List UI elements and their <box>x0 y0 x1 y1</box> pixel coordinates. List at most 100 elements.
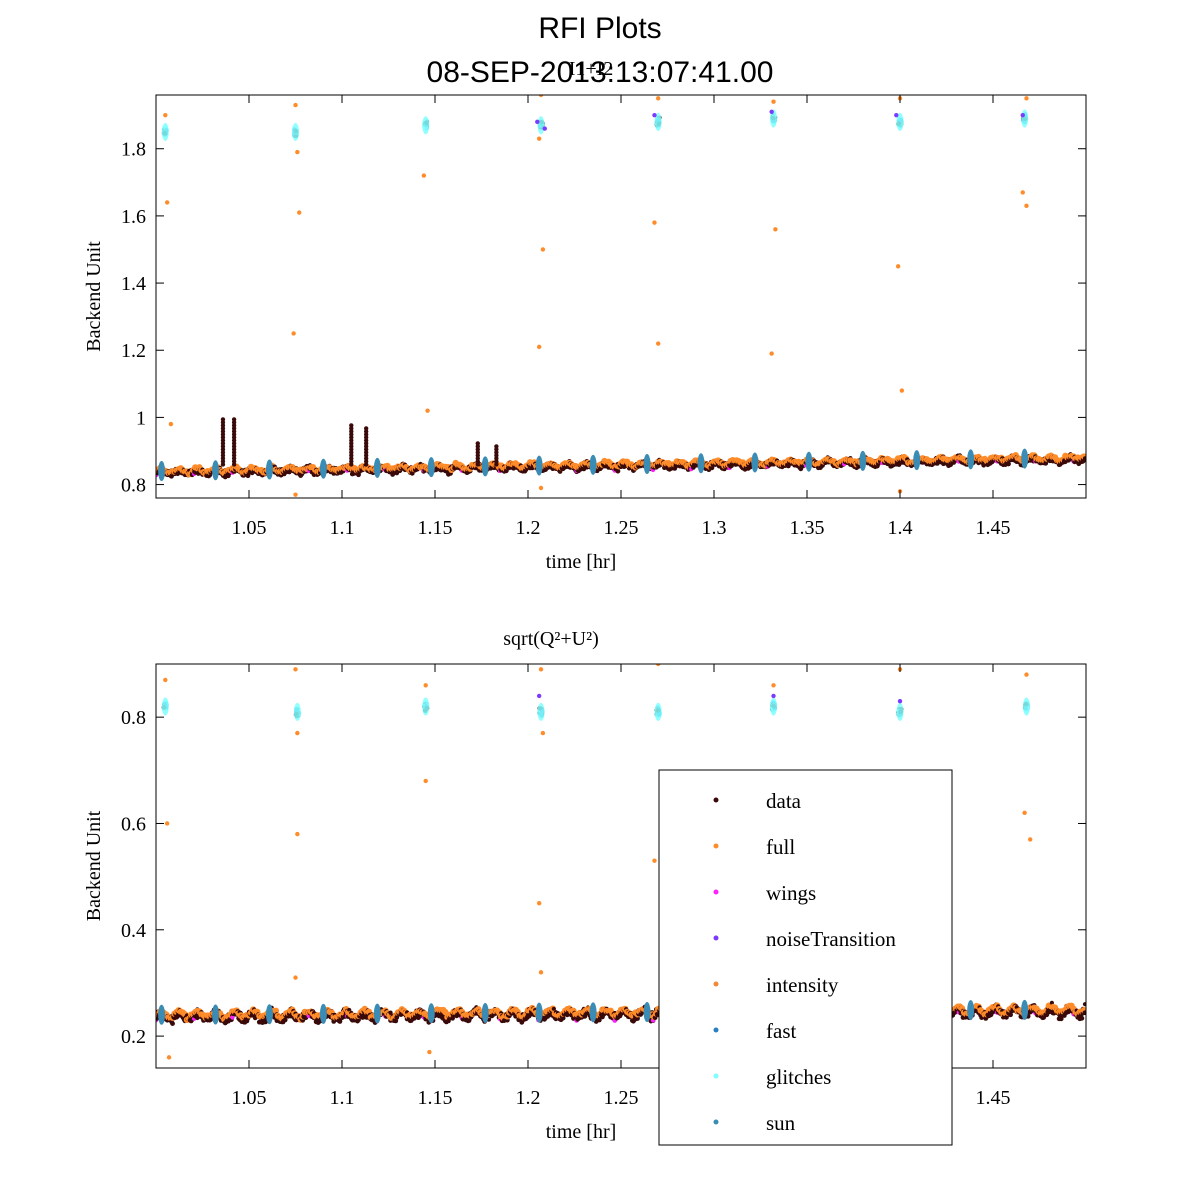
y-tick-label: 0.8 <box>121 475 146 497</box>
sun-point <box>158 461 166 482</box>
full-point <box>295 149 300 155</box>
sun-point <box>427 457 435 478</box>
full-point <box>1020 190 1025 195</box>
full-point <box>656 96 661 101</box>
sun-point <box>589 454 597 475</box>
full-point <box>652 220 657 225</box>
y-tick-label: 1.8 <box>121 139 146 161</box>
sun-point <box>319 458 327 479</box>
y-tick-label: 1.2 <box>121 340 146 362</box>
data-spike-point <box>363 426 369 431</box>
x-tick-label: 1.45 <box>976 517 1011 539</box>
full-point <box>895 264 901 269</box>
x-tick-label: 1.15 <box>418 517 453 539</box>
figure-subtitle: 08-SEP-2013:13:07:41.00 <box>426 56 774 89</box>
x-tick-label: 1.35 <box>790 517 825 539</box>
sun-point <box>373 457 381 478</box>
wings-point <box>230 1015 235 1020</box>
noiseTransition-point <box>1020 112 1025 118</box>
sun-point <box>481 456 489 477</box>
data-spike-point <box>349 423 354 428</box>
glitches-point <box>161 122 169 141</box>
sun-point <box>265 459 273 480</box>
y-axis-label: Backend Unit <box>83 241 105 352</box>
full-point <box>163 112 168 118</box>
scatter-points <box>156 95 1086 497</box>
y-tick-label: 1.4 <box>121 273 146 295</box>
data-point <box>1082 456 1086 461</box>
full-point <box>538 95 544 98</box>
full-point <box>1024 203 1029 209</box>
data-spike-point <box>475 441 480 446</box>
sun-point <box>805 451 813 472</box>
full-point <box>421 173 427 178</box>
full-point <box>540 247 546 252</box>
sun-point <box>913 450 921 471</box>
noiseTransition-point <box>769 109 774 114</box>
data-spike-point <box>220 417 226 422</box>
data-point <box>1049 1000 1054 1005</box>
noiseTransition-point <box>652 112 657 118</box>
sun-point <box>1021 448 1029 469</box>
full-point <box>538 485 544 491</box>
x-tick-label: 1.4 <box>888 517 913 539</box>
full-point <box>536 136 542 141</box>
panel-title: sqrt(Q²+U²) <box>503 628 598 650</box>
glitches-point <box>292 122 299 141</box>
data-point <box>170 1021 175 1026</box>
sun-point <box>751 452 759 473</box>
sun-point <box>535 455 543 476</box>
full-point <box>425 408 430 413</box>
glitches-point <box>1021 109 1029 128</box>
figure-title: RFI Plots <box>538 12 662 45</box>
full-point <box>1024 96 1029 101</box>
data-point <box>1006 461 1011 467</box>
noiseTransition-point <box>535 119 540 125</box>
panel-title: I1+I2 <box>569 58 614 80</box>
data-point <box>615 468 621 474</box>
data-point <box>551 1006 556 1011</box>
full-point <box>899 388 905 393</box>
y-tick-label: 1.6 <box>121 206 146 228</box>
full-point <box>656 341 661 346</box>
x-axis-label: time [hr] <box>546 551 617 573</box>
x-tick-label: 1.25 <box>604 517 639 539</box>
data-point <box>1008 1012 1013 1018</box>
full-point <box>769 351 774 356</box>
x-tick-label: 1.1 <box>330 517 355 539</box>
data-spike-point <box>494 444 499 449</box>
full-point <box>293 102 298 108</box>
sun-point <box>212 460 220 481</box>
noiseTransition-point <box>542 126 547 131</box>
glitches-point <box>770 109 778 128</box>
full-point <box>293 492 298 497</box>
data-point <box>282 1017 288 1023</box>
full-point <box>771 99 776 104</box>
data-point <box>337 1019 343 1024</box>
glitches-point <box>537 116 545 135</box>
y-tick-label: 1 <box>136 407 146 429</box>
full-point <box>164 200 170 205</box>
plot-frame <box>155 94 1087 499</box>
glitches-point <box>422 116 430 135</box>
full-point <box>297 210 302 215</box>
data-spike-point <box>231 417 237 422</box>
glitches-point <box>896 112 904 131</box>
full-point <box>168 421 174 427</box>
sun-point <box>859 450 867 471</box>
data-point <box>635 1016 640 1021</box>
x-tick-label: 1.3 <box>702 517 727 539</box>
x-tick-label: 1.05 <box>232 517 267 539</box>
sun-point <box>697 453 705 474</box>
sun-point <box>967 449 975 470</box>
noiseTransition-point <box>894 112 899 118</box>
x-tick-label: 1.2 <box>516 517 541 539</box>
full-point <box>536 344 542 350</box>
full-point <box>773 227 778 232</box>
data-point <box>560 1015 566 1021</box>
full-point <box>291 331 296 336</box>
panel-intensity: I1+I2 1.05 1.1 1.15 1.2 1.25 1.3 1.35 1.4 1.45 0.8… <box>83 58 1087 573</box>
glitches-point <box>654 112 662 131</box>
